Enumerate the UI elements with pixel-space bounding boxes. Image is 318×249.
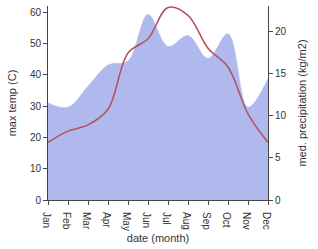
svg-text:15: 15 [275, 68, 287, 79]
svg-text:60: 60 [30, 7, 42, 18]
svg-text:Feb: Feb [61, 212, 72, 230]
svg-text:max temp (C): max temp (C) [6, 70, 18, 137]
svg-text:date (month): date (month) [127, 232, 189, 244]
svg-text:Oct: Oct [221, 212, 232, 228]
svg-text:Mar: Mar [81, 212, 92, 230]
svg-text:May: May [121, 212, 132, 231]
svg-text:10: 10 [30, 163, 42, 174]
svg-text:5: 5 [275, 152, 281, 163]
svg-text:20: 20 [30, 132, 42, 143]
svg-text:Jul: Jul [161, 212, 172, 225]
svg-text:40: 40 [30, 69, 42, 80]
svg-text:med. precipitation (kg/m2): med. precipitation (kg/m2) [296, 39, 308, 166]
svg-text:10: 10 [275, 110, 287, 121]
svg-text:30: 30 [30, 101, 42, 112]
svg-text:0: 0 [35, 195, 41, 206]
svg-text:Dec: Dec [261, 212, 272, 230]
svg-text:50: 50 [30, 38, 42, 49]
svg-text:Aug: Aug [181, 212, 192, 230]
svg-text:Jun: Jun [141, 212, 152, 228]
svg-text:Apr: Apr [101, 212, 112, 228]
svg-text:20: 20 [275, 26, 287, 37]
svg-text:Sep: Sep [201, 212, 212, 230]
svg-text:0: 0 [275, 195, 281, 206]
svg-text:Nov: Nov [241, 212, 252, 230]
svg-text:Jan: Jan [41, 212, 52, 228]
